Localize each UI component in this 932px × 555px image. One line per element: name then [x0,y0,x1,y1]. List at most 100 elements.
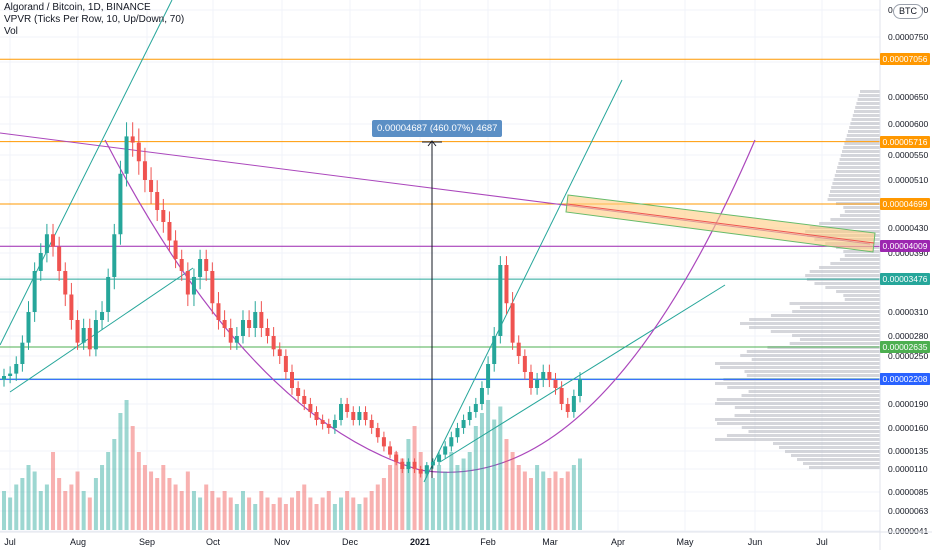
candle-body [32,271,37,312]
vpvr-bar [789,302,880,305]
candle-body [87,328,92,350]
vpvr-bar [744,370,880,373]
uptrend-line-shallow [439,284,726,463]
volume-bar [375,484,380,530]
volume-bar [69,484,74,530]
vpvr-bar [819,222,880,225]
volume-bar [430,478,435,530]
candle-body [553,380,558,388]
volume-bar [547,478,552,530]
vpvr-bar [770,314,880,317]
vpvr-bar [836,290,880,293]
candle-body [351,412,356,420]
volume-bar [228,497,233,530]
volume-bar [32,471,37,530]
vpvr-bar [839,258,880,261]
volume-bar [142,465,147,530]
candle-body [571,396,576,412]
candle-body [191,277,196,295]
candle-body [228,328,233,343]
vpvr-bar [848,130,880,133]
volume-bar [345,491,350,530]
price-level-tag[interactable]: 0.00002208 [880,373,930,386]
legend-volume[interactable]: Vol [4,26,18,37]
vpvr-bar [779,446,880,449]
volume-bar [571,465,576,530]
vpvr-bar [746,350,880,353]
volume-bar [461,458,466,530]
volume-bar [204,484,209,530]
currency-unit-badge[interactable]: BTC [893,4,923,19]
volume-bar [492,419,497,530]
candle-body [14,364,19,374]
candle-body [265,328,270,336]
volume-bar [179,491,184,530]
vpvr-bar [854,110,880,113]
volume-bar [259,491,264,530]
candle-body [63,271,68,295]
price-axis-tick-label: 0.0000310 [888,307,928,317]
price-level-tag[interactable]: 0.00003476 [880,273,930,286]
time-axis-tick-label: Apr [611,537,625,547]
volume-bar [565,471,570,530]
price-axis-tick-label: 0.0000510 [888,175,928,185]
volume-bar [161,465,166,530]
price-level-tag[interactable]: 0.00005716 [880,135,930,148]
price-axis-tick-label: 0.0000190 [888,399,928,409]
vpvr-bar [814,282,880,285]
price-level-tag[interactable]: 0.00004009 [880,240,930,253]
candle-body [38,253,43,271]
vpvr-bar [740,322,880,325]
volume-bar [8,497,13,530]
price-range-measure-label[interactable]: 0.00004687 (460.07%) 4687 [372,120,503,137]
price-axis-tick-label: 0.0000085 [888,487,928,497]
volume-bar [155,478,160,530]
candle-body [100,312,105,320]
candle-body [345,404,350,412]
vpvr-bar [856,102,880,105]
vpvr-bar [825,286,880,289]
volume-bar [320,497,325,530]
volume-bar [363,497,368,530]
volume-bar [20,478,25,530]
candle-body [136,142,141,162]
vpvr-bar [860,90,880,93]
volume-bar [535,465,540,530]
vpvr-bar [805,274,880,277]
price-level-tag[interactable]: 0.00007056 [880,53,930,66]
volume-bar [191,491,196,530]
vpvr-bar [809,226,880,229]
volume-bar [418,452,423,530]
volume-bar [173,484,178,530]
legend-vpvr[interactable]: VPVR (Ticks Per Row, 10, Up/Down, 70) [4,14,185,25]
vpvr-bar [726,434,880,437]
vpvr-bar [715,418,880,421]
candle-body [234,336,239,343]
volume-bar [314,504,319,530]
volume-bar [51,452,56,530]
candle-body [57,246,62,271]
candle-body [112,234,117,277]
vpvr-bar [834,174,880,177]
volume-bar [406,439,411,530]
volume-bar [467,452,472,530]
candle-body [69,294,74,320]
vpvr-bar [770,330,880,333]
vpvr-bar [751,358,880,361]
candle-body [394,454,399,462]
volume-bar [149,471,154,530]
vpvr-bar [791,454,880,457]
volume-bar [277,497,282,530]
volume-bar [553,471,558,530]
volume-bar [81,491,86,530]
time-axis-tick-label: Mar [542,537,558,547]
vpvr-bar [843,146,880,149]
candle-body [578,379,582,396]
price-level-tag[interactable]: 0.00002635 [880,341,930,353]
volume-bar [510,452,515,530]
legend-symbol[interactable]: Algorand / Bitcoin, 1D, BINANCE [4,2,151,13]
price-level-tag[interactable]: 0.00004699 [880,198,930,211]
vpvr-bar [741,426,880,429]
